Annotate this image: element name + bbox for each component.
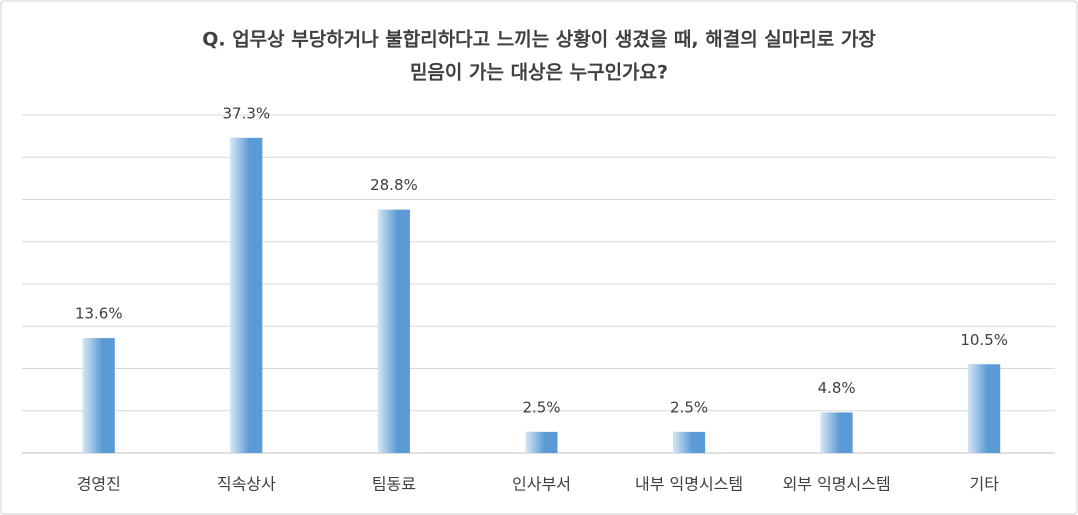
value-label: 2.5%: [670, 398, 708, 416]
chart-title: 믿음이 가는 대상은 누구인가요?: [410, 62, 668, 84]
bar-shade: [377, 209, 410, 453]
value-label: 4.8%: [818, 379, 856, 397]
bar-shade: [968, 364, 1001, 453]
bar-shade: [525, 431, 558, 453]
value-label: 28.8%: [370, 176, 418, 194]
value-label: 13.6%: [75, 305, 123, 323]
bar-shade: [82, 338, 115, 453]
x-tick-label: 직속상사: [217, 475, 276, 494]
x-tick-label: 팀동료: [372, 475, 416, 494]
value-label: 2.5%: [522, 398, 560, 416]
x-tick-label: 경영진: [77, 475, 121, 494]
value-label: 10.5%: [960, 331, 1008, 349]
bar-shade: [230, 137, 263, 453]
bar-shade: [673, 431, 706, 453]
x-tick-label: 인사부서: [512, 475, 571, 494]
chart-title: Q. 업무상 부당하거나 불합리하다고 느끼는 상황이 생겼을 때, 해결의 실…: [202, 28, 876, 51]
bar-shade: [820, 412, 853, 453]
x-tick-label: 내부 익명시스템: [635, 475, 743, 494]
x-tick-label: 외부 익명시스템: [783, 475, 891, 494]
value-label: 37.3%: [223, 104, 271, 122]
x-tick-label: 기타: [969, 475, 999, 494]
